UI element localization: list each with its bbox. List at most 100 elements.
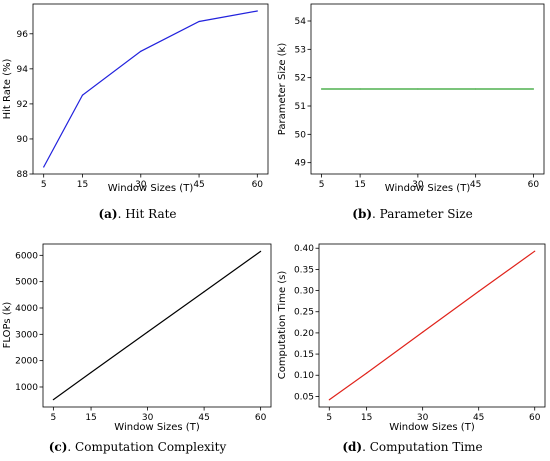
x-tick-label: 60 — [528, 180, 540, 190]
y-tick-label: 51 — [295, 102, 306, 112]
x-tick-label: 5 — [319, 180, 325, 190]
data-point — [321, 88, 323, 90]
chart-computation-time: 5 15 30 45 60 0.05 0.10 0.15 0.20 0.25 0.30 0.35 0.4… — [275, 230, 550, 461]
y-tick-label: 49 — [295, 159, 307, 169]
x-tick-label: 60 — [255, 413, 267, 423]
caption-tag: (b) — [352, 207, 373, 221]
x-tick-label: 15 — [77, 180, 88, 190]
x-tick-label: 30 — [142, 413, 154, 423]
data-point — [203, 291, 205, 293]
y-tick-label: 0.20 — [294, 329, 314, 339]
x-axis-label: Window Sizes (T) — [389, 422, 475, 433]
data-point — [260, 250, 262, 252]
plot-frame — [310, 3, 545, 175]
data-point — [147, 331, 149, 333]
data-point — [256, 10, 258, 12]
x-tick-label: 30 — [417, 413, 429, 423]
x-tick-label: 15 — [354, 180, 365, 190]
caption-c: (c). Computation Complexity — [0, 440, 275, 454]
caption-tag: (d) — [342, 440, 363, 454]
series-line — [328, 250, 536, 401]
y-axis-label: Hit Rate (%) — [2, 58, 13, 119]
chart-svg: 5 15 30 45 60 0.05 0.10 0.15 0.20 0.25 0.30 0.35 0.4… — [277, 243, 546, 433]
series-line — [53, 250, 261, 401]
y-tick-label: 53 — [295, 45, 306, 55]
y-tick-label: 0.30 — [294, 287, 314, 297]
caption-tag: (a) — [98, 207, 118, 221]
data-point — [532, 88, 534, 90]
caption-text: . Computation Time — [362, 440, 483, 454]
data-point — [81, 94, 84, 96]
chart-hit-rate: 5 15 30 45 60 88 90 92 94 96 Window Sizes (T) Hit R… — [0, 0, 275, 230]
series-line — [43, 10, 258, 168]
x-tick-label: 30 — [135, 180, 147, 190]
data-point — [359, 88, 361, 90]
chart-svg: 5 15 30 45 60 1000 2000 3000 4000 5000 6000 Window … — [2, 243, 272, 433]
data-point — [198, 20, 200, 23]
data-point — [366, 372, 368, 374]
x-axis-label: Window Sizes (T) — [114, 422, 200, 433]
plot-frame — [318, 243, 546, 408]
y-tick-label: 0.15 — [294, 350, 314, 360]
x-tick-label: 60 — [529, 413, 541, 423]
plot-frame — [32, 3, 269, 175]
caption-d: (d). Computation Time — [275, 440, 550, 454]
y-tick-label: 6000 — [15, 251, 38, 261]
y-tick-label: 0.10 — [294, 371, 314, 381]
x-tick-label: 5 — [326, 413, 332, 423]
y-tick-label: 0.35 — [294, 265, 314, 275]
data-point — [534, 250, 536, 252]
y-tick-label: 92 — [17, 100, 28, 110]
x-tick-label: 45 — [470, 180, 481, 190]
x-axis-label: Window Sizes (T) — [385, 183, 471, 194]
y-tick-label: 52 — [295, 74, 306, 84]
caption-text: . Computation Complexity — [67, 440, 227, 454]
caption-tag: (c) — [48, 440, 68, 454]
y-axis-label: FLOPs (k) — [2, 302, 13, 349]
y-axis-label: Computation Time (s) — [277, 271, 288, 380]
y-tick-label: 88 — [17, 170, 29, 180]
data-point — [52, 399, 55, 401]
y-tick-label: 5000 — [15, 278, 38, 288]
x-tick-label: 30 — [412, 180, 424, 190]
y-tick-label: 4000 — [15, 304, 38, 314]
x-tick-label: 45 — [193, 180, 204, 190]
data-point — [417, 88, 419, 90]
y-tick-label: 54 — [295, 17, 307, 27]
x-tick-label: 45 — [198, 413, 209, 423]
y-tick-label: 0.05 — [294, 392, 314, 402]
chart-computation-complexity: 5 15 30 45 60 1000 2000 3000 4000 5000 6000 Window … — [0, 230, 275, 461]
plot-frame — [42, 243, 272, 408]
y-tick-label: 50 — [295, 130, 307, 140]
chart-parameter-size: 5 15 30 45 60 49 50 51 52 53 54 Window Sizes (T) Par… — [275, 0, 550, 230]
x-tick-label: 5 — [41, 180, 47, 190]
x-tick-label: 45 — [473, 413, 484, 423]
data-point — [90, 371, 92, 374]
y-tick-label: 1000 — [15, 383, 38, 393]
caption-text: . Hit Rate — [117, 207, 177, 221]
data-point — [422, 331, 424, 333]
x-axis-label: Window Sizes (T) — [108, 183, 194, 194]
y-tick-label: 94 — [17, 65, 29, 75]
data-point — [43, 166, 45, 168]
chart-svg: 5 15 30 45 60 88 90 92 94 96 Window Sizes (T) Hit R… — [2, 3, 269, 194]
y-tick-label: 3000 — [15, 330, 38, 340]
x-tick-label: 15 — [85, 413, 96, 423]
y-tick-label: 96 — [17, 30, 29, 40]
y-tick-label: 0.40 — [294, 244, 314, 254]
y-tick-label: 2000 — [15, 357, 38, 367]
caption-a: (a). Hit Rate — [0, 207, 275, 221]
y-tick-label: 90 — [17, 135, 29, 145]
caption-b: (b). Parameter Size — [275, 207, 550, 221]
y-tick-label: 0.25 — [294, 308, 314, 318]
data-point — [140, 50, 142, 52]
data-point — [328, 399, 330, 401]
data-point — [475, 88, 477, 90]
x-tick-label: 60 — [252, 180, 264, 190]
chart-svg: 5 15 30 45 60 49 50 51 52 53 54 Window Sizes (T) Par… — [277, 3, 545, 194]
caption-text: . Parameter Size — [372, 207, 473, 221]
x-tick-label: 5 — [50, 413, 56, 423]
data-point — [478, 290, 480, 292]
x-tick-label: 15 — [361, 413, 372, 423]
y-axis-label: Parameter Size (k) — [277, 43, 288, 136]
